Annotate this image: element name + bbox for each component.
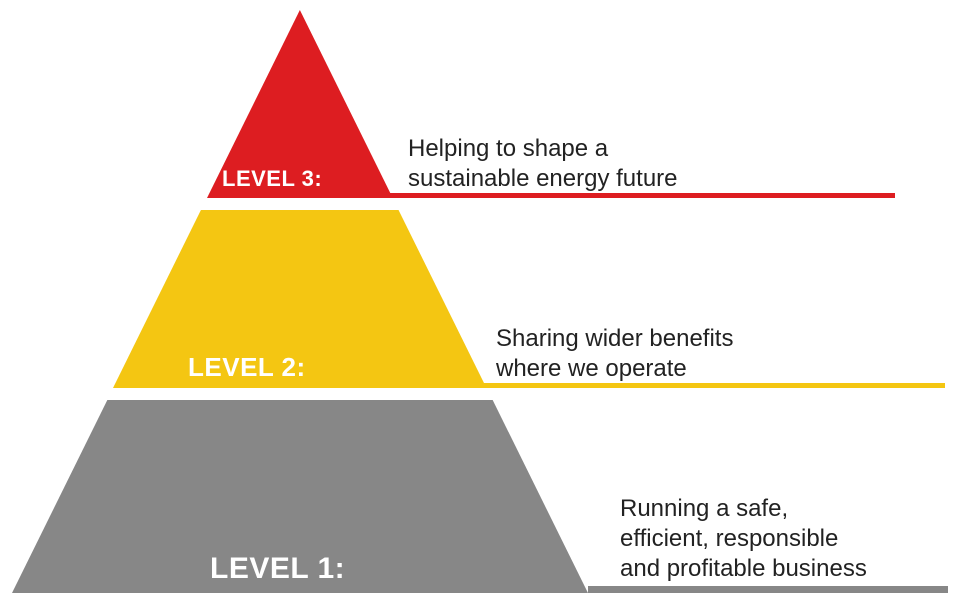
level3-description: Helping to shape asustainable energy fut… — [408, 134, 678, 194]
level3-label: LEVEL 3: — [222, 166, 322, 192]
level1-description: Running a safe,efficient, responsibleand… — [620, 494, 867, 584]
level2-description: Sharing wider benefitswhere we operate — [496, 324, 733, 384]
level3-underline — [390, 193, 895, 198]
level2-underline — [482, 383, 945, 388]
level2-label: LEVEL 2: — [188, 352, 306, 383]
level1-label: LEVEL 1: — [210, 552, 345, 586]
level1-underline — [588, 586, 948, 593]
